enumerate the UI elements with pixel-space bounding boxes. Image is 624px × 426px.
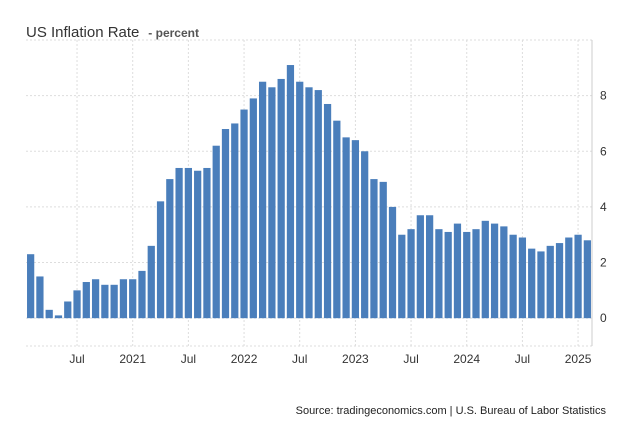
bar bbox=[388, 206, 397, 319]
y-tick-label: 2 bbox=[600, 256, 607, 270]
source-note: Source: tradingeconomics.com | U.S. Bure… bbox=[295, 405, 606, 417]
bar bbox=[323, 103, 332, 319]
bar bbox=[426, 215, 434, 319]
x-tick-label: Jul bbox=[69, 352, 84, 366]
bar bbox=[64, 301, 72, 319]
bar bbox=[119, 279, 128, 319]
bar bbox=[509, 234, 517, 319]
bar bbox=[398, 234, 406, 319]
bar bbox=[528, 248, 536, 319]
bar bbox=[73, 290, 81, 319]
bar bbox=[296, 81, 304, 319]
bar bbox=[518, 237, 527, 319]
bar bbox=[45, 309, 53, 319]
bar bbox=[453, 223, 462, 319]
bar bbox=[305, 87, 313, 319]
bar bbox=[463, 231, 471, 319]
bar bbox=[342, 137, 350, 319]
x-tick-label: 2024 bbox=[453, 352, 480, 366]
bar bbox=[91, 279, 100, 319]
bar bbox=[231, 123, 239, 319]
x-tick-label: Jul bbox=[403, 352, 418, 366]
x-tick-label: Jul bbox=[515, 352, 530, 366]
x-tick-label: 2025 bbox=[565, 352, 592, 366]
bar bbox=[314, 90, 322, 319]
bar bbox=[574, 234, 582, 319]
x-tick-label: 2021 bbox=[119, 352, 146, 366]
bar bbox=[361, 151, 369, 319]
bar bbox=[249, 98, 257, 319]
y-tick-label: 6 bbox=[600, 144, 607, 158]
bar bbox=[258, 81, 267, 319]
bar bbox=[277, 78, 285, 319]
bar bbox=[147, 245, 155, 319]
x-tick-label: 2023 bbox=[342, 352, 369, 366]
bar bbox=[184, 167, 192, 319]
bar bbox=[27, 254, 35, 319]
bar bbox=[110, 284, 118, 319]
bar bbox=[101, 284, 109, 319]
bar bbox=[36, 276, 44, 319]
bar bbox=[416, 215, 424, 319]
y-tick-label: 0 bbox=[600, 311, 607, 325]
chart-unit-label: - percent bbox=[148, 26, 199, 40]
bar bbox=[156, 201, 165, 319]
bar bbox=[500, 226, 508, 319]
bar bbox=[444, 231, 452, 319]
x-tick-label: 2022 bbox=[231, 352, 258, 366]
bar bbox=[472, 229, 480, 319]
bar bbox=[194, 170, 202, 319]
bar bbox=[537, 251, 545, 319]
bar bbox=[481, 220, 489, 319]
bar bbox=[333, 120, 341, 319]
bar bbox=[407, 229, 415, 319]
bar bbox=[82, 282, 90, 319]
bar bbox=[351, 140, 360, 319]
bar bbox=[370, 179, 378, 319]
x-tick-label: Jul bbox=[292, 352, 307, 366]
bar bbox=[490, 223, 499, 319]
bar bbox=[555, 243, 564, 319]
chart-title-text: US Inflation Rate bbox=[26, 24, 140, 41]
y-tick-label: 4 bbox=[600, 200, 607, 214]
chart-title: US Inflation Rate - percent bbox=[26, 8, 199, 45]
bar bbox=[203, 167, 211, 319]
bar bbox=[379, 181, 387, 319]
bar bbox=[221, 129, 230, 319]
bar bbox=[54, 315, 63, 319]
bar bbox=[435, 229, 443, 319]
bar bbox=[212, 145, 220, 319]
bar bbox=[240, 109, 248, 319]
bar bbox=[286, 65, 295, 319]
y-tick-label: 8 bbox=[600, 89, 607, 103]
bar bbox=[583, 240, 591, 319]
bar bbox=[546, 245, 554, 319]
x-tick-label: Jul bbox=[181, 352, 196, 366]
bar bbox=[138, 270, 146, 319]
bar bbox=[268, 87, 276, 319]
bar bbox=[565, 237, 573, 319]
bar bbox=[129, 279, 137, 319]
bar bbox=[175, 167, 183, 319]
bar bbox=[166, 179, 174, 319]
